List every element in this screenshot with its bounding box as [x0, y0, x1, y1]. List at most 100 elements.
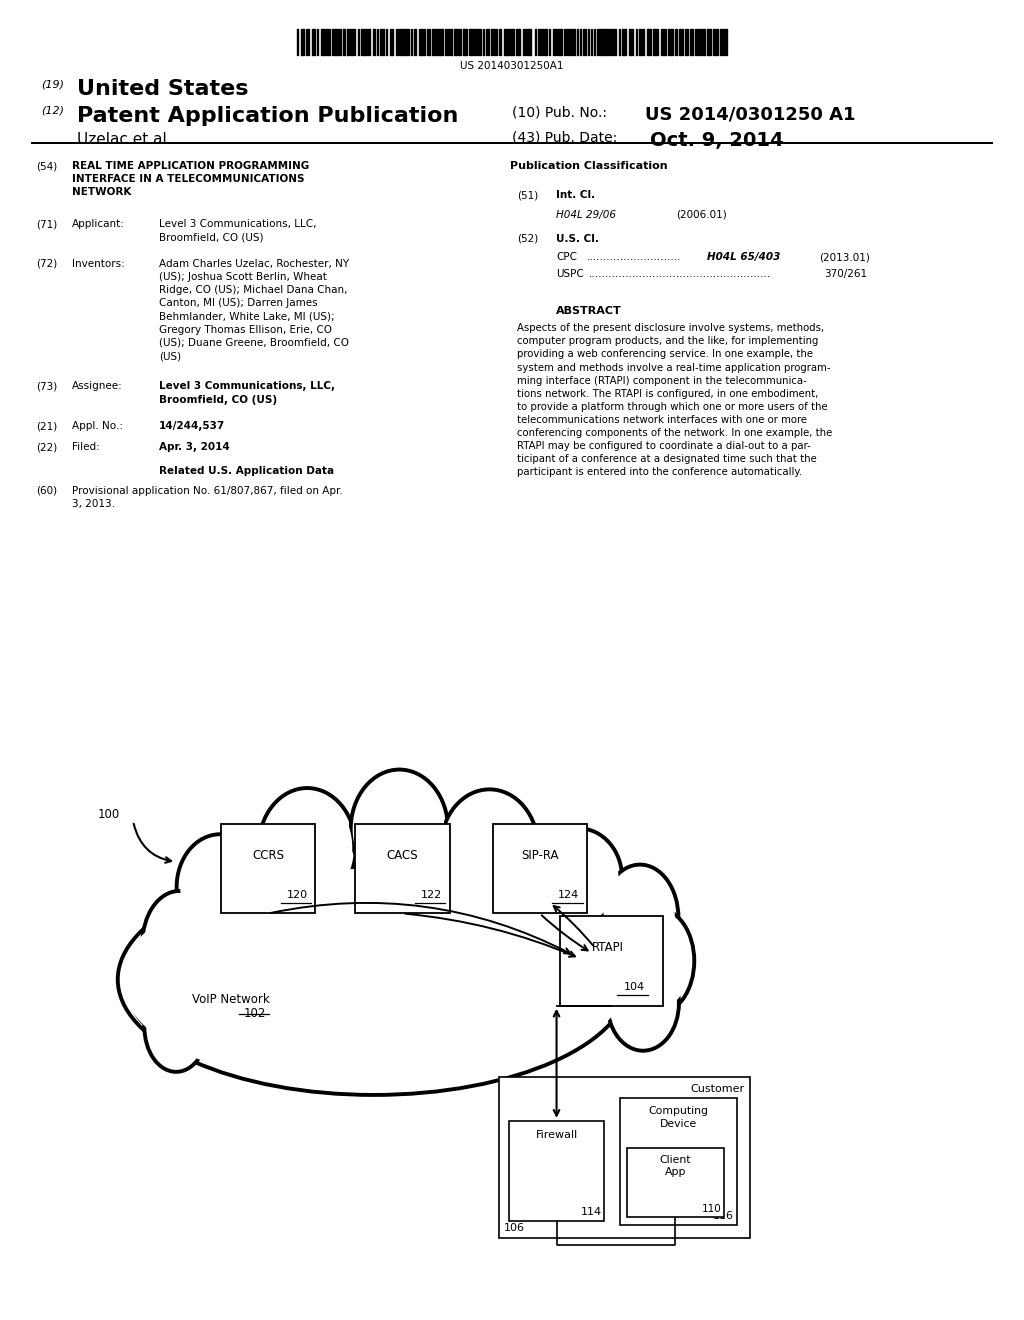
Ellipse shape [262, 792, 352, 903]
Text: SIP-RA: SIP-RA [521, 849, 558, 862]
Text: (60): (60) [36, 486, 57, 496]
Text: Client
App: Client App [659, 1155, 691, 1177]
Ellipse shape [535, 829, 622, 927]
Text: 14/244,537: 14/244,537 [159, 421, 225, 432]
Text: CPC: CPC [556, 252, 578, 263]
Ellipse shape [118, 865, 630, 1096]
Text: Appl. No.:: Appl. No.: [72, 421, 123, 432]
Ellipse shape [440, 789, 539, 906]
Text: ............................: ............................ [587, 252, 681, 263]
Bar [31, 143, 993, 144]
Text: 106: 106 [504, 1222, 525, 1233]
Text: 122: 122 [421, 890, 442, 900]
Text: RTAPI: RTAPI [592, 941, 625, 954]
Text: United States: United States [77, 79, 248, 99]
Text: 102: 102 [244, 1007, 266, 1020]
Text: 120: 120 [287, 890, 308, 900]
Text: (12): (12) [41, 106, 63, 116]
Ellipse shape [354, 774, 444, 884]
Text: ABSTRACT: ABSTRACT [556, 306, 622, 317]
Ellipse shape [258, 788, 356, 907]
Text: ......................................................: ........................................… [589, 269, 771, 280]
Bar [509, 1121, 604, 1221]
Ellipse shape [621, 908, 694, 1014]
Ellipse shape [142, 891, 216, 997]
Text: (71): (71) [36, 219, 57, 230]
Text: (51): (51) [517, 190, 539, 201]
Text: 110: 110 [702, 1204, 722, 1214]
Text: 116: 116 [713, 1210, 734, 1221]
Text: (2006.01): (2006.01) [676, 210, 727, 220]
Ellipse shape [444, 795, 535, 900]
Ellipse shape [176, 834, 264, 940]
Text: USPC: USPC [556, 269, 584, 280]
Ellipse shape [129, 936, 195, 1031]
Text: Adam Charles Uzelac, Rochester, NY
(US); Joshua Scott Berlin, Wheat
Ridge, CO (U: Adam Charles Uzelac, Rochester, NY (US);… [159, 259, 349, 362]
Bar [560, 916, 663, 1006]
Bar [627, 1148, 724, 1217]
Ellipse shape [258, 788, 356, 907]
Text: (19): (19) [41, 79, 63, 90]
Text: 104: 104 [624, 982, 645, 993]
Text: Customer: Customer [690, 1084, 744, 1094]
Text: Computing
Device: Computing Device [648, 1106, 709, 1129]
Text: US 20140301250A1: US 20140301250A1 [460, 61, 564, 71]
Text: Uzelac et al.: Uzelac et al. [77, 132, 171, 147]
Text: 124: 124 [558, 890, 580, 900]
Ellipse shape [145, 895, 213, 993]
Bar [499, 1077, 750, 1238]
Ellipse shape [625, 913, 690, 1008]
Ellipse shape [132, 940, 191, 1027]
Text: (22): (22) [36, 442, 57, 453]
Ellipse shape [610, 961, 676, 1045]
Text: (2013.01): (2013.01) [819, 252, 870, 263]
Ellipse shape [118, 865, 630, 1096]
Ellipse shape [607, 956, 679, 1051]
Text: H04L 65/403: H04L 65/403 [707, 252, 780, 263]
Ellipse shape [129, 936, 195, 1031]
Text: CCRS: CCRS [252, 849, 285, 862]
Ellipse shape [176, 834, 264, 940]
Text: Related U.S. Application Data: Related U.S. Application Data [159, 466, 334, 477]
Text: Assignee:: Assignee: [72, 381, 123, 392]
Text: (10) Pub. No.:: (10) Pub. No.: [512, 106, 607, 120]
Text: U.S. Cl.: U.S. Cl. [556, 234, 599, 244]
Text: 100: 100 [97, 808, 120, 821]
Ellipse shape [602, 865, 679, 970]
Text: REAL TIME APPLICATION PROGRAMMING
INTERFACE IN A TELECOMMUNICATIONS
NETWORK: REAL TIME APPLICATION PROGRAMMING INTERF… [72, 161, 309, 198]
Text: CACS: CACS [387, 849, 418, 862]
Ellipse shape [440, 789, 539, 906]
Text: (43) Pub. Date:: (43) Pub. Date: [512, 131, 617, 145]
Ellipse shape [144, 982, 208, 1072]
Text: Aspects of the present disclosure involve systems, methods,
computer program pro: Aspects of the present disclosure involv… [517, 323, 833, 477]
Text: (72): (72) [36, 259, 57, 269]
Bar [493, 824, 587, 913]
Ellipse shape [605, 870, 675, 966]
Text: Level 3 Communications, LLC,
Broomfield, CO (US): Level 3 Communications, LLC, Broomfield,… [159, 381, 335, 405]
Text: 114: 114 [581, 1206, 602, 1217]
Ellipse shape [535, 829, 622, 927]
Ellipse shape [350, 770, 449, 888]
Text: US 2014/0301250 A1: US 2014/0301250 A1 [645, 106, 856, 124]
Text: 370/261: 370/261 [824, 269, 867, 280]
Ellipse shape [180, 840, 260, 935]
Text: (52): (52) [517, 234, 539, 244]
Bar [620, 1098, 737, 1225]
Text: VoIP Network: VoIP Network [191, 993, 269, 1006]
Text: Oct. 9, 2014: Oct. 9, 2014 [650, 131, 783, 149]
Ellipse shape [121, 869, 626, 1090]
Ellipse shape [539, 833, 618, 923]
Text: Patent Application Publication: Patent Application Publication [77, 106, 458, 125]
Ellipse shape [142, 891, 216, 997]
Ellipse shape [350, 770, 449, 888]
Text: Firewall: Firewall [536, 1130, 578, 1140]
Ellipse shape [144, 982, 208, 1072]
Text: Publication Classification: Publication Classification [510, 161, 668, 172]
Ellipse shape [621, 908, 694, 1014]
Bar [355, 824, 450, 913]
Ellipse shape [147, 987, 204, 1067]
Text: Level 3 Communications, LLC,
Broomfield, CO (US): Level 3 Communications, LLC, Broomfield,… [159, 219, 316, 243]
Text: Applicant:: Applicant: [72, 219, 125, 230]
Text: Int. Cl.: Int. Cl. [556, 190, 595, 201]
Text: Inventors:: Inventors: [72, 259, 125, 269]
